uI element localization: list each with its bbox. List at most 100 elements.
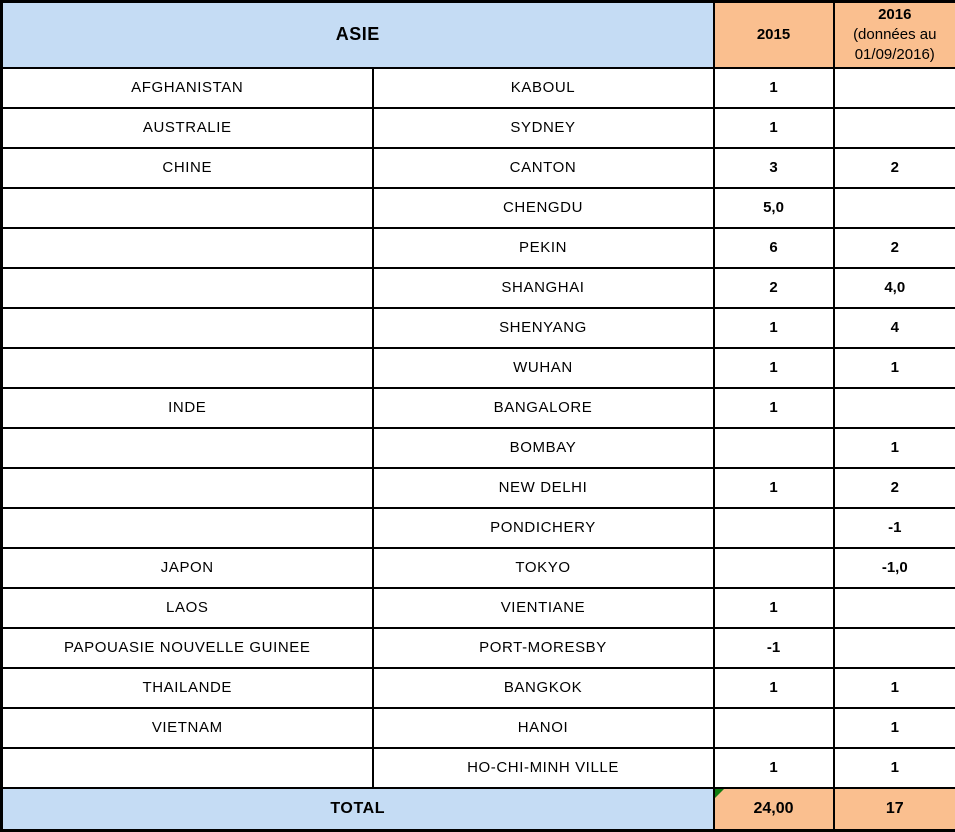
country-cell[interactable] [0,266,374,309]
city-cell[interactable]: BANGKOK [371,666,715,709]
value-2015-cell[interactable]: 1 [712,386,835,429]
city-cell[interactable]: BOMBAY [371,426,715,469]
country-cell[interactable]: VIETNAM [0,706,374,749]
city-cell[interactable]: NEW DELHI [371,466,715,509]
value-2016-cell[interactable]: -1 [832,506,955,549]
table-row: BOMBAY 1 [0,426,955,469]
city-cell[interactable]: KABOUL [371,66,715,109]
country-cell[interactable]: JAPON [0,546,374,589]
value-2015-cell[interactable]: 1 [712,586,835,629]
country-cell[interactable] [0,186,374,229]
value-2016-cell[interactable]: 1 [832,706,955,749]
column-header-2016-note-line2: 01/09/2016) [854,45,935,63]
value-2016-cell[interactable] [832,626,955,669]
value-2015-cell[interactable]: -1 [712,626,835,669]
value-2015-cell[interactable]: 1 [712,466,835,509]
country-cell[interactable] [0,466,374,509]
city-cell[interactable]: HANOI [371,706,715,749]
country-cell[interactable] [0,306,374,349]
value-2016-cell[interactable] [832,386,955,429]
total-2016-cell[interactable]: 17 [832,786,955,832]
value-2015-cell[interactable]: 1 [712,106,835,149]
value-2016-cell[interactable]: 1 [832,426,955,469]
city-cell[interactable]: SYDNEY [371,106,715,149]
total-2015-cell[interactable]: 24,00 [712,786,835,832]
value-2015-cell[interactable]: 1 [712,66,835,109]
city-cell[interactable]: PEKIN [371,226,715,269]
value-2016-cell[interactable]: -1,0 [832,546,955,589]
country-cell[interactable] [0,426,374,469]
table-row: VIETNAM HANOI 1 [0,706,955,749]
value-2016-cell[interactable] [832,586,955,629]
value-2015-cell[interactable] [712,426,835,469]
value-2016-cell[interactable] [832,106,955,149]
region-title-cell[interactable]: ASIE [0,0,715,69]
value-2016-cell[interactable]: 1 [832,666,955,709]
table-header-row: ASIE 2015 2016 (données au 01/09/2016) [0,0,955,69]
country-cell[interactable]: AFGHANISTAN [0,66,374,109]
country-cell[interactable]: LAOS [0,586,374,629]
value-2015-cell[interactable]: 3 [712,146,835,189]
total-2015-value: 24,00 [753,799,794,817]
city-cell[interactable]: CHENGDU [371,186,715,229]
city-cell[interactable]: VIENTIANE [371,586,715,629]
table-row: WUHAN 1 1 [0,346,955,389]
city-cell[interactable]: PORT-MORESBY [371,626,715,669]
value-2015-cell[interactable]: 1 [712,746,835,789]
value-2015-cell[interactable]: 1 [712,666,835,709]
country-cell[interactable]: INDE [0,386,374,429]
city-cell[interactable]: TOKYO [371,546,715,589]
value-2015-cell[interactable]: 6 [712,226,835,269]
value-2015-cell[interactable] [712,706,835,749]
country-cell[interactable] [0,746,374,789]
city-cell[interactable]: SHANGHAI [371,266,715,309]
value-2015-cell[interactable]: 1 [712,346,835,389]
value-2016-cell[interactable]: 1 [832,346,955,389]
country-cell[interactable]: CHINE [0,146,374,189]
formula-flag-icon [715,789,724,798]
city-cell[interactable]: SHENYANG [371,306,715,349]
value-2016-cell[interactable] [832,66,955,109]
country-cell[interactable] [0,506,374,549]
table-row: HO-CHI-MINH VILLE 1 1 [0,746,955,789]
value-2016-cell[interactable] [832,186,955,229]
value-2015-cell[interactable] [712,546,835,589]
country-cell[interactable] [0,226,374,269]
table-body: AFGHANISTAN KABOUL 1 AUSTRALIE SYDNEY 1 … [0,66,955,789]
table-row: PONDICHERY -1 [0,506,955,549]
table-row: JAPON TOKYO -1,0 [0,546,955,589]
country-cell[interactable]: AUSTRALIE [0,106,374,149]
column-header-2015[interactable]: 2015 [712,0,835,69]
table-row: THAILANDE BANGKOK 1 1 [0,666,955,709]
table-row: NEW DELHI 1 2 [0,466,955,509]
city-cell[interactable]: PONDICHERY [371,506,715,549]
value-2016-cell[interactable]: 2 [832,226,955,269]
table-row: AUSTRALIE SYDNEY 1 [0,106,955,149]
country-cell[interactable]: THAILANDE [0,666,374,709]
value-2016-cell[interactable]: 1 [832,746,955,789]
value-2016-cell[interactable]: 4 [832,306,955,349]
city-cell[interactable]: BANGALORE [371,386,715,429]
total-label-cell[interactable]: TOTAL [0,786,715,832]
city-cell[interactable]: WUHAN [371,346,715,389]
column-header-2016-note-line1: (données au [853,25,937,43]
value-2015-cell[interactable]: 5,0 [712,186,835,229]
value-2015-cell[interactable]: 2 [712,266,835,309]
country-cell[interactable]: PAPOUASIE NOUVELLE GUINEE [0,626,374,669]
table-row: PAPOUASIE NOUVELLE GUINEE PORT-MORESBY -… [0,626,955,669]
city-cell[interactable]: HO-CHI-MINH VILLE [371,746,715,789]
value-2016-cell[interactable]: 4,0 [832,266,955,309]
table-row: SHANGHAI 2 4,0 [0,266,955,309]
table-row: LAOS VIENTIANE 1 [0,586,955,629]
value-2015-cell[interactable]: 1 [712,306,835,349]
country-cell[interactable] [0,346,374,389]
column-header-2016[interactable]: 2016 (données au 01/09/2016) [832,0,955,69]
city-cell[interactable]: CANTON [371,146,715,189]
table-row: CHENGDU 5,0 [0,186,955,229]
value-2015-cell[interactable] [712,506,835,549]
value-2016-cell[interactable]: 2 [832,146,955,189]
table-row: INDE BANGALORE 1 [0,386,955,429]
gridline-stub-tick [370,0,373,3]
value-2016-cell[interactable]: 2 [832,466,955,509]
